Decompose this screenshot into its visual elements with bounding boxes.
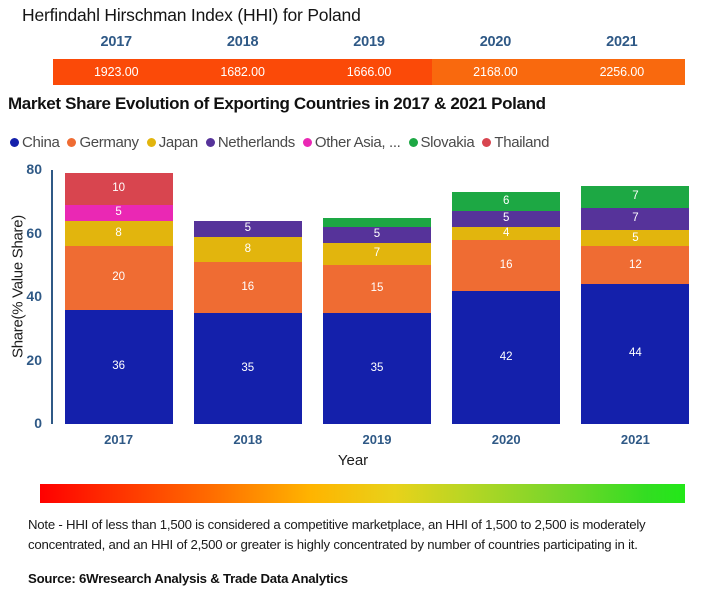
bar-segment-2020-japan[interactable]: 4 <box>452 227 561 240</box>
hhi-year-header-row: 2017 2018 2019 2020 2021 <box>53 34 685 54</box>
bar-2021[interactable]: 44 12 5 7 7 <box>581 185 690 424</box>
footnote-text: Note - HHI of less than 1,500 is conside… <box>28 517 646 553</box>
hhi-year-2019: 2019 <box>353 34 385 50</box>
hhi-value-2018: 1682.00 <box>220 65 265 79</box>
hhi-gradient-scale <box>40 484 685 503</box>
legend-swatch-icon <box>205 137 215 147</box>
bar-segment-2018-japan[interactable]: 8 <box>193 236 302 263</box>
legend-item-thailand[interactable]: Thailand <box>482 133 550 151</box>
hhi-year-2020: 2020 <box>479 34 512 50</box>
legend-swatch-icon <box>408 137 418 147</box>
bar-2020[interactable]: 42 16 4 5 6 <box>452 192 561 424</box>
bar-segment-2020-china[interactable]: 42 <box>452 290 561 424</box>
hhi-value-bar: 1923.00 1682.00 1666.00 2168.00 2256.00 <box>53 59 686 85</box>
bar-segment-2019-china[interactable]: 35 <box>323 312 431 424</box>
x-axis-label: Year <box>337 452 369 469</box>
source-text: Source: 6Wresearch Analysis & Trade Data… <box>28 571 348 586</box>
plot-area: 36 20 8 5 10 35 16 8 5 35 15 7 5 42 16 4 5 6 44 12 5 7 7 <box>52 170 698 424</box>
bar-segment-2019-netherlands[interactable]: 5 <box>323 227 431 244</box>
bar-segment-2019-germany[interactable]: 15 <box>323 265 431 313</box>
bar-segment-2017-japan[interactable]: 8 <box>64 220 173 247</box>
legend-label: Germany <box>79 133 139 151</box>
legend-label: Thailand <box>494 133 550 151</box>
y-tick-0: 0 <box>34 415 42 431</box>
bar-segment-2018-netherlands[interactable]: 5 <box>193 220 302 237</box>
x-tick-2021: 2021 <box>620 432 650 447</box>
bar-segment-2017-china[interactable]: 36 <box>64 309 173 424</box>
chart-legend: China Germany Japan Netherlands Other Asia, … <box>10 132 700 152</box>
y-tick-40: 40 <box>26 288 42 304</box>
legend-item-china[interactable]: China <box>10 133 60 151</box>
stacked-bar-chart: Share(% Value Share) 36 20 8 5 10 35 16 8 5 35 15 7… <box>0 160 706 469</box>
bar-segment-2017-thailand[interactable]: 10 <box>64 173 173 205</box>
chart-title: Market Share Evolution of Exporting Coun… <box>8 94 546 113</box>
hhi-title: Herfindahl Hirschman Index (HHI) for Pol… <box>22 5 361 25</box>
bar-segment-2021-netherlands[interactable]: 7 <box>581 208 690 231</box>
bar-segment-2018-china[interactable]: 35 <box>193 312 302 424</box>
bar-segment-2020-slovakia[interactable]: 6 <box>452 192 561 212</box>
legend-label: Netherlands <box>217 133 295 151</box>
bar-segment-2019-slovakia[interactable] <box>323 217 431 228</box>
bar-segment-2021-germany[interactable]: 12 <box>581 246 690 285</box>
hhi-value-2019: 1666.00 <box>346 65 392 79</box>
bar-segment-2017-germany[interactable]: 20 <box>64 246 173 310</box>
x-tick-2017: 2017 <box>104 432 134 447</box>
bar-segment-2020-germany[interactable]: 16 <box>452 239 561 291</box>
hhi-value-2020: 2168.00 <box>432 59 559 85</box>
bar-segment-2017-other-asia[interactable]: 5 <box>64 204 173 221</box>
legend-item-germany[interactable]: Germany <box>67 133 139 151</box>
legend-label: Slovakia <box>420 133 475 151</box>
hhi-value-2017: 1923.00 <box>93 65 139 79</box>
hhi-year-2021: 2021 <box>606 34 638 50</box>
bar-2017[interactable]: 36 20 8 5 10 <box>64 173 173 424</box>
legend-label: China <box>22 133 60 151</box>
bar-2018[interactable]: 35 16 8 5 <box>193 220 302 424</box>
y-tick-60: 60 <box>26 224 42 241</box>
bar-segment-2021-japan[interactable]: 5 <box>581 230 690 247</box>
hhi-year-2017: 2017 <box>100 34 132 50</box>
x-tick-2020: 2020 <box>491 432 521 447</box>
legend-swatch-icon <box>302 137 312 147</box>
y-tick-80: 80 <box>26 161 42 177</box>
legend-label: Other Asia, ... <box>314 133 401 151</box>
legend-label: Japan <box>158 133 198 151</box>
x-tick-2018: 2018 <box>233 432 263 447</box>
y-axis-line <box>51 170 53 424</box>
bar-segment-2019-japan[interactable]: 7 <box>323 243 431 266</box>
bar-segment-2021-china[interactable]: 44 <box>581 284 690 424</box>
legend-swatch-icon <box>10 137 19 147</box>
x-tick-2019: 2019 <box>362 432 392 447</box>
legend-swatch-icon <box>482 137 492 147</box>
bar-2019[interactable]: 35 15 7 5 <box>323 217 431 424</box>
bar-segment-2020-netherlands[interactable]: 5 <box>452 211 561 228</box>
legend-item-slovakia[interactable]: Slovakia <box>408 133 475 151</box>
hhi-year-2018: 2018 <box>226 34 259 50</box>
legend-item-other-asia[interactable]: Other Asia, ... <box>302 133 401 151</box>
legend-item-netherlands[interactable]: Netherlands <box>205 133 295 151</box>
bar-segment-2018-germany[interactable]: 16 <box>193 262 302 313</box>
bar-segment-2021-slovakia[interactable]: 7 <box>581 185 690 209</box>
y-tick-20: 20 <box>26 351 42 368</box>
y-axis-label: Share(% Value Share) <box>9 215 27 358</box>
legend-swatch-icon <box>67 137 77 147</box>
legend-item-japan[interactable]: Japan <box>146 133 198 151</box>
hhi-value-2021: 2256.00 <box>558 59 686 85</box>
legend-swatch-icon <box>146 137 156 147</box>
